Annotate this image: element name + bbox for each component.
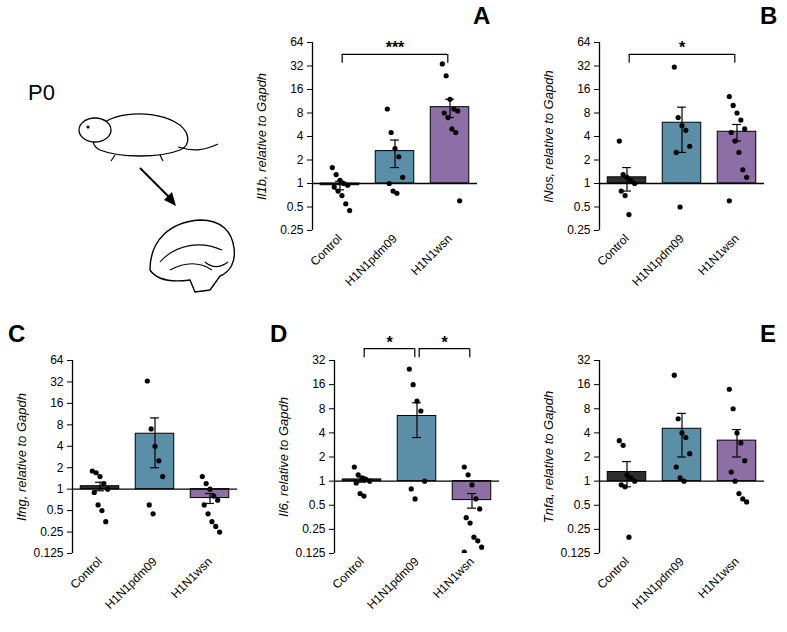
svg-text:1: 1 — [297, 176, 304, 190]
svg-text:H1N1pdm09: H1N1pdm09 — [342, 231, 400, 289]
svg-text:Control: Control — [595, 231, 632, 268]
svg-text:16: 16 — [50, 396, 64, 410]
svg-text:16: 16 — [290, 82, 304, 96]
svg-text:2: 2 — [584, 450, 591, 464]
svg-text:2: 2 — [57, 461, 64, 475]
svg-text:***: *** — [386, 39, 405, 56]
svg-text:H1N1wsn: H1N1wsn — [695, 231, 742, 278]
svg-text:0.5: 0.5 — [287, 200, 304, 214]
svg-text:Control: Control — [330, 554, 367, 591]
svg-text:Tnfa, relative to Gapdh: Tnfa, relative to Gapdh — [541, 391, 556, 523]
svg-text:64: 64 — [50, 353, 64, 367]
svg-text:P0: P0 — [28, 80, 55, 105]
svg-text:0.5: 0.5 — [574, 200, 591, 214]
svg-text:1: 1 — [57, 482, 64, 496]
svg-text:32: 32 — [312, 353, 326, 367]
svg-text:H1N1pdm09: H1N1pdm09 — [102, 554, 160, 612]
svg-text:iNos, relative to Gapdh: iNos, relative to Gapdh — [541, 70, 556, 202]
svg-text:32: 32 — [577, 59, 591, 73]
svg-text:4: 4 — [57, 439, 64, 453]
svg-text:0.25: 0.25 — [280, 223, 304, 237]
svg-text:16: 16 — [577, 377, 591, 391]
svg-text:4: 4 — [584, 129, 591, 143]
svg-text:8: 8 — [584, 402, 591, 416]
svg-text:0.5: 0.5 — [309, 498, 326, 512]
svg-text:2: 2 — [297, 153, 304, 167]
svg-text:32: 32 — [50, 375, 64, 389]
svg-text:*: * — [441, 334, 448, 351]
svg-text:0.25: 0.25 — [40, 525, 64, 539]
svg-text:0.125: 0.125 — [560, 546, 590, 560]
svg-text:8: 8 — [297, 106, 304, 120]
svg-text:0.125: 0.125 — [33, 546, 63, 560]
svg-text:0.25: 0.25 — [567, 522, 591, 536]
svg-text:Control: Control — [595, 554, 632, 591]
svg-text:H1N1wsn: H1N1wsn — [430, 554, 477, 601]
svg-text:Il1b, relative to Gapdh: Il1b, relative to Gapdh — [254, 73, 269, 200]
svg-text:1: 1 — [319, 474, 326, 488]
svg-text:H1N1wsn: H1N1wsn — [695, 554, 742, 601]
svg-text:2: 2 — [584, 153, 591, 167]
svg-text:4: 4 — [297, 129, 304, 143]
svg-text:8: 8 — [57, 418, 64, 432]
svg-text:*: * — [679, 39, 686, 56]
svg-text:8: 8 — [584, 106, 591, 120]
html-text:B: B — [760, 2, 778, 29]
svg-text:32: 32 — [577, 353, 591, 367]
svg-text:H1N1pdm09: H1N1pdm09 — [629, 554, 687, 612]
svg-text:16: 16 — [577, 82, 591, 96]
svg-text:H1N1wsn: H1N1wsn — [408, 231, 455, 278]
html-text:D: D — [270, 320, 288, 347]
svg-text:0.25: 0.25 — [302, 522, 326, 536]
svg-text:1: 1 — [584, 176, 591, 190]
svg-text:1: 1 — [584, 474, 591, 488]
html-text:C: C — [8, 320, 26, 347]
svg-text:32: 32 — [290, 59, 304, 73]
svg-text:H1N1pdm09: H1N1pdm09 — [364, 554, 422, 612]
svg-text:16: 16 — [312, 377, 326, 391]
svg-text:4: 4 — [319, 426, 326, 440]
svg-text:0.5: 0.5 — [574, 498, 591, 512]
svg-text:H1N1wsn: H1N1wsn — [168, 554, 215, 601]
svg-text:8: 8 — [319, 402, 326, 416]
svg-text:4: 4 — [584, 426, 591, 440]
svg-text:Il6, relative to Gapdh: Il6, relative to Gapdh — [276, 397, 291, 517]
html-text:E: E — [760, 320, 776, 347]
svg-text:0.125: 0.125 — [295, 546, 325, 560]
svg-text:Ifng, relative to Gapdh: Ifng, relative to Gapdh — [14, 393, 29, 521]
svg-text:*: * — [386, 334, 393, 351]
svg-text:64: 64 — [290, 35, 304, 49]
svg-text:64: 64 — [577, 35, 591, 49]
svg-text:0.5: 0.5 — [47, 503, 64, 517]
svg-text:0.25: 0.25 — [567, 223, 591, 237]
svg-text:H1N1pdm09: H1N1pdm09 — [629, 231, 687, 289]
svg-text:Control: Control — [68, 554, 105, 591]
html-text:A: A — [473, 2, 491, 29]
svg-text:Control: Control — [308, 231, 345, 268]
svg-text:2: 2 — [319, 450, 326, 464]
